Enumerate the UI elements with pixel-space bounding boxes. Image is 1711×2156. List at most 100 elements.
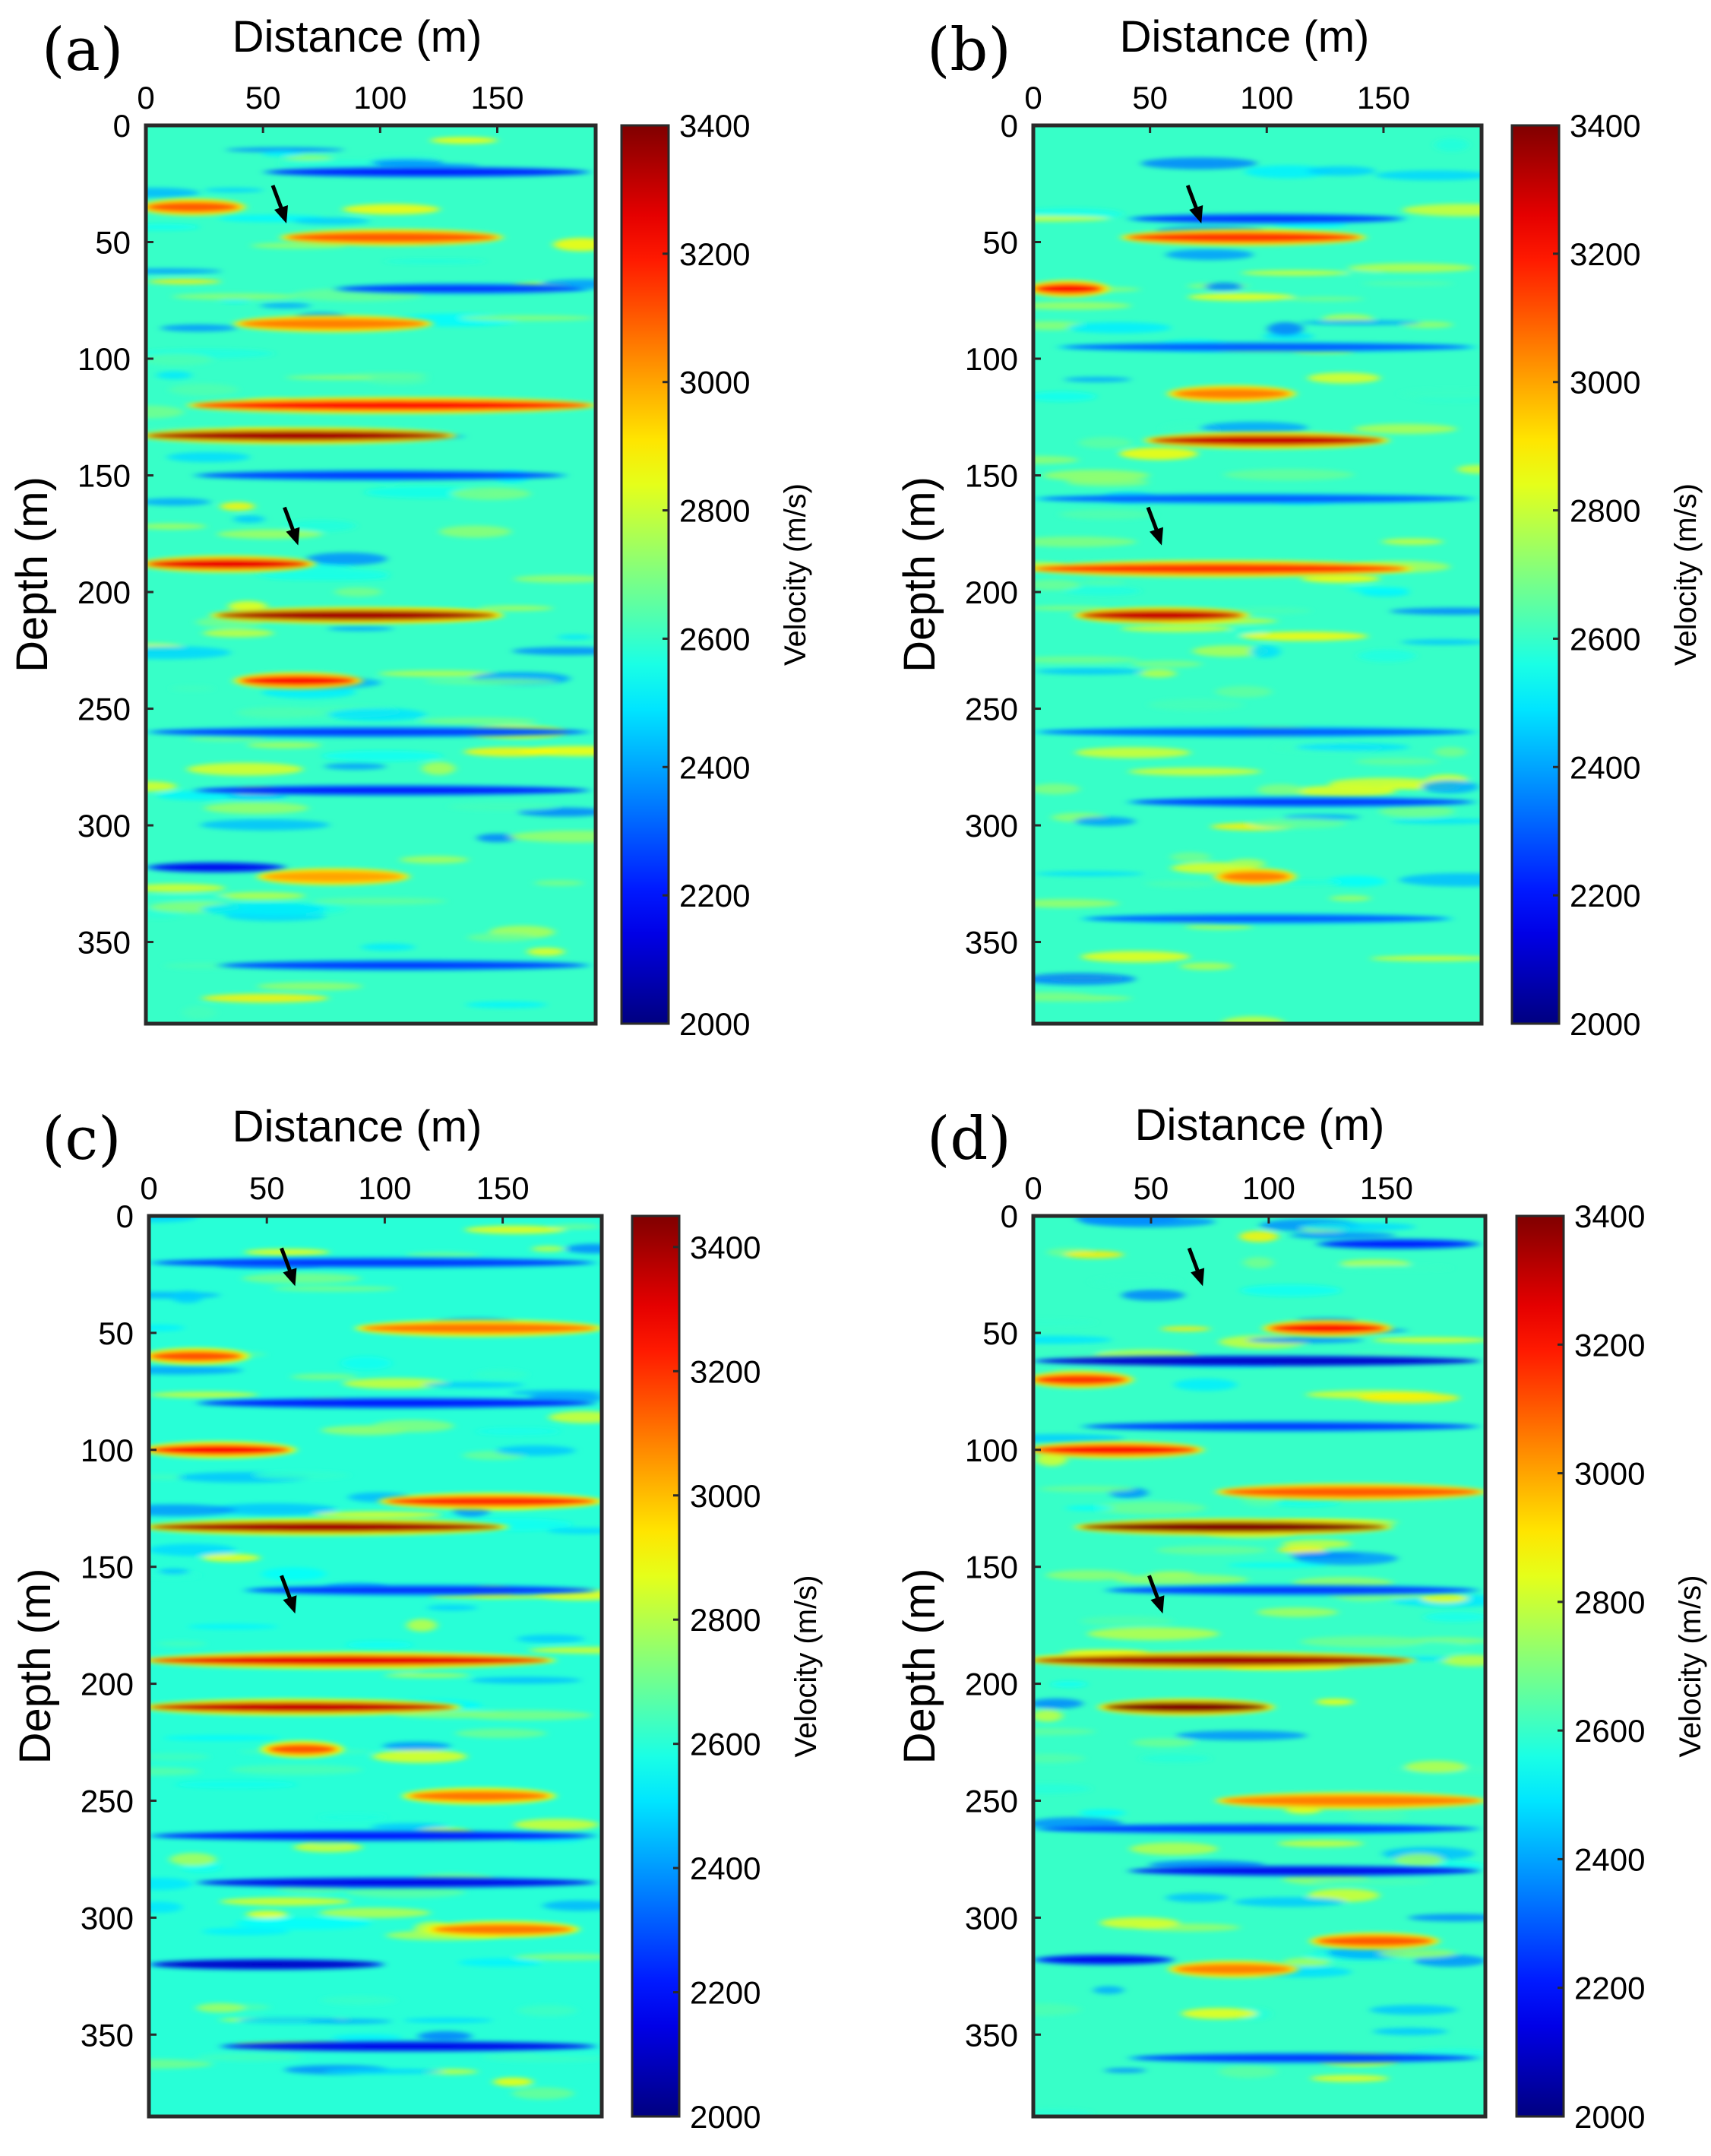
colorbar-tick-label: 2800 <box>690 1602 761 1638</box>
high-velocity-layer <box>1174 1964 1292 1975</box>
arrow-head <box>274 204 288 223</box>
colorbar: 2000 2200 2400 2600 2800 3000 3200 3400 Velocity… <box>1510 108 1703 1042</box>
texture-streak <box>1064 377 1131 382</box>
texture-streak <box>188 735 267 742</box>
colorbar-tick-label: 2800 <box>1570 493 1640 529</box>
annotation-arrow <box>1187 1247 1205 1287</box>
texture-streak <box>1223 469 1355 481</box>
high-velocity-layer <box>1103 1702 1269 1713</box>
texture-streak <box>551 1224 600 1230</box>
texture-streak <box>1414 1955 1485 1968</box>
texture-streak <box>1192 645 1267 657</box>
texture-streak <box>417 2031 473 2041</box>
texture-streak <box>1456 464 1482 474</box>
texture-streak <box>244 1249 330 1256</box>
texture-streak <box>1035 668 1144 675</box>
texture-streak <box>220 1897 351 1906</box>
texture-streak <box>448 802 559 811</box>
texture-streak <box>1093 1501 1207 1515</box>
texture-streak <box>1257 1607 1339 1617</box>
colorbar-frame <box>1515 1214 1565 2118</box>
texture-streak <box>1139 669 1177 678</box>
texture-streak <box>553 238 596 252</box>
colorbar-tick-label: 2600 <box>679 621 750 657</box>
x-tick-label: 100 <box>353 80 406 116</box>
plot-frame <box>1031 1214 1488 2119</box>
texture-streak <box>1148 698 1245 711</box>
texture-streak <box>549 1410 602 1423</box>
texture-streak <box>1381 538 1444 546</box>
high-velocity-layer <box>384 1496 597 1507</box>
texture-streak <box>517 2005 577 2017</box>
high-velocity-layer <box>1221 1795 1481 1806</box>
velocity-heatmap <box>146 125 596 1024</box>
texture-streak <box>1064 1250 1124 1258</box>
texture-streak <box>517 807 596 817</box>
y-tick-label: 150 <box>77 458 131 494</box>
texture-streak <box>1346 1351 1413 1357</box>
texture-streak <box>511 2087 574 2100</box>
texture-streak <box>406 1619 438 1632</box>
texture-streak <box>1257 784 1305 796</box>
texture-streak <box>156 371 192 379</box>
texture-streak <box>204 802 309 814</box>
panel-label: (c) <box>42 1105 122 1173</box>
texture-streak <box>1327 875 1387 888</box>
texture-streak <box>327 625 394 632</box>
texture-streak <box>1160 1326 1211 1331</box>
panel-b: (b) Distance (m) Depth (m) 0 50 100 150 0 50 100 1… <box>895 12 1703 1042</box>
texture-streak <box>510 1390 602 1396</box>
high-velocity-layer <box>1033 1374 1127 1385</box>
texture-streak <box>470 1676 582 1684</box>
x-tick-label: 50 <box>249 1170 285 1206</box>
colorbar-tick-label: 2800 <box>679 493 750 529</box>
texture-streak <box>1033 1727 1096 1736</box>
texture-streak <box>1033 1335 1112 1344</box>
texture-streak <box>476 1427 561 1436</box>
texture-streak <box>313 898 447 905</box>
texture-streak <box>1339 270 1383 277</box>
texture-streak <box>547 1528 602 1534</box>
texture-streak <box>1033 656 1140 663</box>
x-tick-label: 150 <box>1360 1170 1413 1206</box>
colorbar-tick-label: 2400 <box>690 1850 761 1886</box>
high-velocity-layers <box>1033 229 1413 885</box>
high-velocity-layer <box>1080 609 1244 621</box>
texture-streak <box>1372 2028 1448 2036</box>
texture-streak <box>1131 660 1203 668</box>
y-tick-label: 200 <box>965 575 1018 610</box>
texture-streak <box>1241 270 1349 276</box>
y-tick-label: 300 <box>965 1900 1018 1936</box>
high-velocity-layer <box>286 232 498 243</box>
texture-streak <box>1170 852 1211 863</box>
texture-streak <box>149 1877 193 1891</box>
texture-streak <box>1033 1709 1063 1722</box>
texture-streak <box>228 600 267 612</box>
y-tick-label: 250 <box>965 1783 1018 1819</box>
low-velocity-layers <box>1033 1238 1481 2064</box>
high-velocity-layer <box>408 1790 550 1802</box>
colorbar-tick-label: 3400 <box>690 1230 761 1265</box>
arrow-head <box>283 1595 297 1614</box>
colorbar-tick-label: 2200 <box>1570 878 1640 913</box>
texture-streak <box>324 763 387 770</box>
texture-streak <box>1156 1546 1268 1555</box>
texture-streak <box>459 315 594 321</box>
texture-streak <box>1289 1232 1396 1239</box>
texture-streak <box>1179 962 1234 970</box>
texture-streak <box>169 1853 217 1866</box>
texture-streak <box>1059 509 1156 520</box>
texture-streak <box>261 150 302 157</box>
texture-streak <box>315 1511 443 1518</box>
texture-streak <box>1358 649 1416 662</box>
texture-streak <box>349 372 429 378</box>
y-tick-label: 50 <box>95 225 131 261</box>
texture-streak <box>285 155 333 161</box>
texture-streak <box>520 746 596 756</box>
texture-streak <box>565 1243 602 1254</box>
colorbar-tick-label: 2600 <box>690 1727 761 1762</box>
texture-streak <box>319 1907 431 1918</box>
texture-streak <box>146 781 177 792</box>
texture-streak <box>146 405 185 419</box>
